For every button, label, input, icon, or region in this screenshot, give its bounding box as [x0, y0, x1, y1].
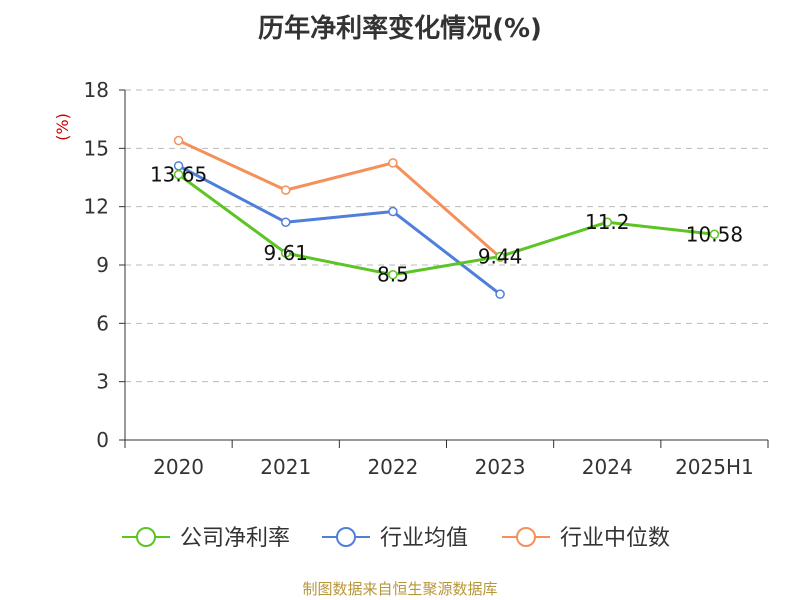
data-point [388, 158, 398, 168]
data-point [173, 169, 184, 180]
legend-label: 行业中位数 [560, 526, 670, 551]
data-point [602, 217, 612, 227]
y-axis-unit-label: (%) [53, 113, 72, 141]
y-tick-label: 0 [96, 428, 109, 452]
data-point [388, 269, 398, 280]
data-point [388, 206, 398, 217]
y-tick-label: 18 [84, 78, 109, 102]
y-tick-label: 12 [84, 195, 109, 219]
x-tick-label: 2022 [367, 455, 418, 479]
legend-swatch-marker [336, 527, 356, 547]
y-tick-label: 9 [96, 253, 109, 277]
data-point [709, 229, 720, 240]
legend-label: 行业均值 [380, 526, 468, 551]
x-tick-label: 2024 [582, 455, 633, 479]
data-label: 9.44 [478, 244, 523, 268]
data-label: 13.65 [150, 163, 207, 187]
x-tick-label: 2023 [475, 455, 526, 479]
x-tick-label: 2025H1 [675, 455, 754, 479]
data-point [281, 217, 291, 227]
x-tick-label: 2021 [260, 455, 311, 479]
data-point [495, 251, 505, 262]
data-point [495, 289, 505, 299]
legend-label: 公司净利率 [180, 526, 290, 551]
data-label: 9.61 [263, 241, 308, 265]
data-point [173, 135, 184, 146]
data-label: 10.58 [686, 222, 743, 246]
legend-swatch-marker [136, 527, 156, 547]
y-tick-label: 6 [96, 311, 109, 335]
legend-swatch-marker [516, 527, 536, 547]
data-point [281, 248, 291, 258]
data-source-note: 制图数据来自恒生聚源数据库 [302, 580, 498, 598]
data-label: 8.5 [377, 263, 409, 287]
series-line [177, 164, 501, 296]
x-tick-label: 2020 [153, 455, 204, 479]
chart-title: 历年净利率变化情况(%) [258, 14, 542, 44]
series-line [177, 139, 502, 259]
series-line [177, 173, 715, 277]
y-tick-label: 15 [84, 136, 109, 160]
data-label: 11.2 [585, 210, 630, 234]
data-point [281, 185, 291, 195]
y-tick-label: 3 [96, 370, 109, 394]
